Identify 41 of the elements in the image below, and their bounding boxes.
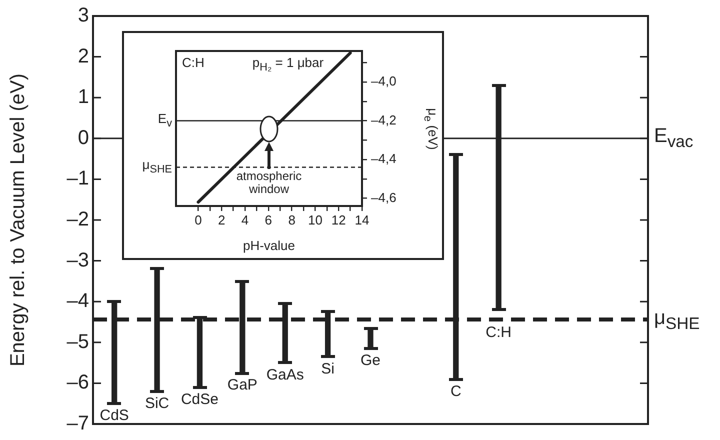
y-tick-label: –6 xyxy=(66,372,89,394)
annotation: atmospheric window xyxy=(235,168,303,196)
ref-line-label: μ$_{SHE}$ xyxy=(654,306,700,333)
y-tick-label: 2 xyxy=(78,45,89,68)
category-label: GaAs xyxy=(266,366,304,384)
category-label: C:H xyxy=(486,324,512,342)
category-label: GaP xyxy=(227,376,258,394)
category-label: Ge xyxy=(360,352,381,370)
category-label: CdSe xyxy=(180,390,218,408)
y-tick-label: –4 xyxy=(66,290,89,312)
y-tick-label: –4,4 xyxy=(371,151,396,166)
x-tick-label: 6 xyxy=(264,212,272,228)
x-tick-label: 10 xyxy=(308,212,322,228)
y-tick-label: –4,6 xyxy=(371,190,396,205)
ref-line-label: μ$_{SHE}$ xyxy=(142,157,172,176)
y-tick-label: –5 xyxy=(66,330,89,353)
x-tick-label: 12 xyxy=(331,212,346,228)
category-label: C xyxy=(450,382,462,400)
x-axis-title: pH-value xyxy=(242,238,296,253)
x-tick-label: 0 xyxy=(194,212,202,228)
y-tick-label: –4,0 xyxy=(371,74,396,89)
y-tick-label: –4,2 xyxy=(371,112,396,128)
x-tick-label: 14 xyxy=(354,212,370,228)
y-tick-label: 1 xyxy=(78,86,89,108)
y-tick-label: –7 xyxy=(66,412,89,435)
y-tick-label: 0 xyxy=(78,126,89,149)
y-tick-label: –1 xyxy=(66,168,89,190)
category-label: CdS xyxy=(100,407,129,424)
x-tick-label: 2 xyxy=(218,212,226,228)
category-label: SiC xyxy=(144,395,170,412)
y-tick-label: 3 xyxy=(78,4,89,27)
y-tick-label: –2 xyxy=(66,208,89,231)
y-axis-title: Energy rel. to Vacuum Level (eV) xyxy=(7,73,29,367)
y-tick-label: –3 xyxy=(66,249,89,272)
ref-line-label: E$_{v}$ xyxy=(158,110,172,130)
category-label: Si xyxy=(321,360,334,378)
x-tick-label: 8 xyxy=(288,212,296,228)
x-tick-label: 4 xyxy=(241,212,249,228)
annotation: p$_{H₂}$ = 1 μbar xyxy=(252,55,324,74)
annotation: C:H xyxy=(182,55,204,70)
ref-line-label: E$_{vac}$ xyxy=(654,125,694,152)
